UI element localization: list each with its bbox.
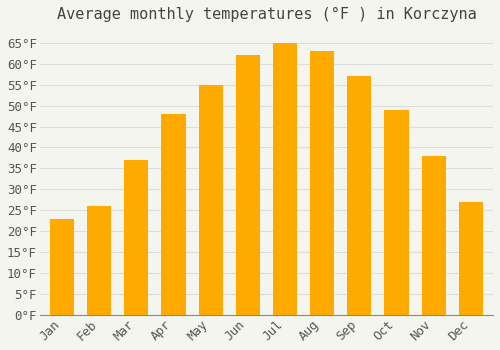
Bar	[124, 160, 148, 315]
Bar	[384, 110, 408, 315]
Bar	[310, 51, 334, 315]
Bar	[422, 156, 446, 315]
Title: Average monthly temperatures (°F ) in Korczyna: Average monthly temperatures (°F ) in Ko…	[56, 7, 476, 22]
Bar	[458, 202, 483, 315]
Bar	[273, 43, 297, 315]
Bar	[347, 76, 372, 315]
Bar	[50, 219, 74, 315]
Bar	[236, 55, 260, 315]
Bar	[162, 114, 186, 315]
Bar	[87, 206, 112, 315]
Bar	[198, 85, 222, 315]
